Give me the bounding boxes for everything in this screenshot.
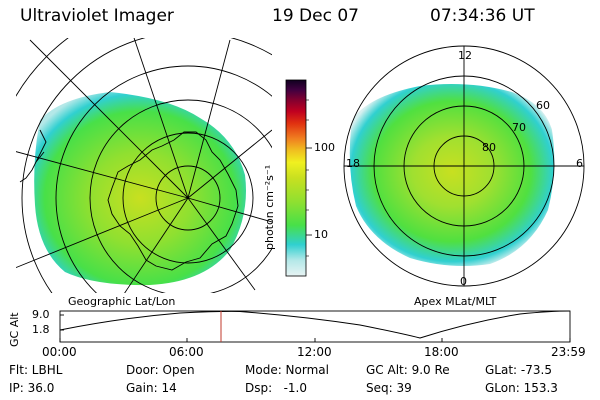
altitude-curve bbox=[59, 310, 571, 339]
status-dsp: Dsp: -1.0 bbox=[245, 381, 308, 395]
status-glon: GLon: 153.3 bbox=[485, 381, 558, 395]
status-seq: Seq: 39 bbox=[366, 381, 412, 395]
date-label: 19 Dec 07 bbox=[272, 6, 359, 26]
mlat-label-70: 70 bbox=[512, 121, 526, 134]
colorbar-tick-100: 100 bbox=[314, 141, 335, 154]
mlt-label-bottom: 0 bbox=[460, 275, 467, 288]
status-gain: Gain: 14 bbox=[126, 381, 177, 395]
time-label: 07:34:36 UT bbox=[430, 6, 535, 26]
time-tick-1: 06:00 bbox=[169, 345, 204, 359]
polar-caption: Apex MLat/MLT bbox=[414, 295, 497, 308]
time-tick-3: 18:00 bbox=[424, 345, 459, 359]
geo-latitude-circles bbox=[16, 38, 272, 293]
color-bar bbox=[285, 79, 312, 277]
altitude-plot bbox=[59, 310, 571, 343]
status-glat: GLat: -73.5 bbox=[485, 363, 552, 377]
time-tick-2: 12:00 bbox=[297, 345, 332, 359]
mlt-label-top: 12 bbox=[458, 49, 472, 62]
altitude-ytick-low: 1.8 bbox=[32, 323, 50, 336]
instrument-title: Ultraviolet Imager bbox=[20, 6, 174, 26]
altitude-ylabel: GC Alt bbox=[8, 312, 21, 347]
status-mode: Mode: Normal bbox=[245, 363, 329, 377]
colorbar-unit-label: photon cm⁻²s⁻¹ bbox=[263, 164, 276, 250]
time-tick-0: 00:00 bbox=[42, 345, 77, 359]
altitude-ytick-high: 9.0 bbox=[32, 308, 50, 321]
status-door: Door: Open bbox=[126, 363, 195, 377]
polar-map bbox=[343, 45, 585, 287]
mlt-label-right: 6 bbox=[576, 157, 583, 170]
peninsula-coastline bbox=[19, 129, 47, 183]
status-ip: IP: 36.0 bbox=[9, 381, 55, 395]
colorbar-tick-10: 10 bbox=[314, 228, 328, 241]
geo-caption: Geographic Lat/Lon bbox=[68, 295, 176, 308]
antarctica-coastline bbox=[107, 131, 239, 271]
mlat-label-80: 80 bbox=[482, 141, 496, 154]
geographic-map bbox=[16, 38, 272, 293]
status-flt: Flt: LBHL bbox=[9, 363, 63, 377]
polar-mlt-lines bbox=[344, 46, 584, 286]
status-gcalt: GC Alt: 9.0 Re bbox=[366, 363, 450, 377]
polar-aurora-image bbox=[349, 84, 555, 266]
geo-aurora-image bbox=[34, 92, 246, 286]
time-tick-4: 23:59 bbox=[551, 345, 586, 359]
mlat-label-60: 60 bbox=[536, 99, 550, 112]
mlt-label-left: 18 bbox=[346, 157, 360, 170]
